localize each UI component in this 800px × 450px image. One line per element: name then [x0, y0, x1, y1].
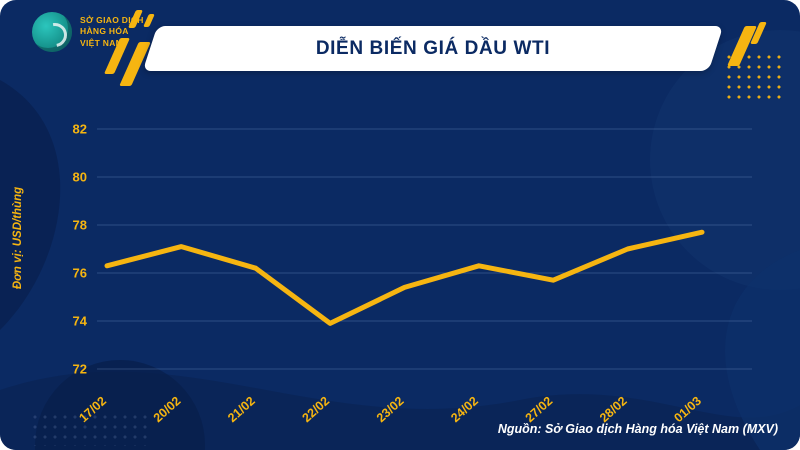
- y-tick-label: 74: [73, 314, 88, 329]
- x-tick-label: 27/02: [523, 394, 556, 425]
- mxv-logo: SỞ GIAO DỊCH HÀNG HÓA VIỆT NAM: [32, 12, 144, 52]
- wti-line-chart: 82 80 78 76 74 72 17/02 20/02 21/02 22/02 23/02 24/…: [73, 122, 752, 425]
- y-tick-label: 80: [73, 170, 87, 185]
- x-tick-label: 01/03: [671, 394, 704, 425]
- mxv-logo-swirl-icon: [32, 12, 72, 52]
- y-tick-label: 72: [73, 362, 87, 377]
- x-tick-label: 22/02: [300, 394, 333, 425]
- title-banner: DIỄN BIẾN GIÁ DẦU WTI: [142, 26, 724, 71]
- x-tick-label: 24/02: [448, 394, 481, 425]
- x-tick-label: 23/02: [374, 394, 407, 425]
- y-axis-title: Đơn vị: USD/thùng: [12, 186, 24, 290]
- y-tick-label: 76: [73, 266, 87, 281]
- y-tick-label: 78: [73, 218, 87, 233]
- price-line: [104, 229, 705, 326]
- mxv-logo-text: SỞ GIAO DỊCH HÀNG HÓA VIỆT NAM: [80, 15, 144, 48]
- x-tick-label: 28/02: [597, 394, 630, 425]
- logo-line-3: VIỆT NAM: [80, 37, 124, 48]
- page-title: DIỄN BIẾN GIÁ DẦU WTI: [315, 37, 551, 59]
- y-tick-label: 82: [73, 122, 87, 137]
- slash-decoration: [727, 26, 757, 66]
- x-tick-label: 17/02: [76, 394, 109, 425]
- logo-line-1: SỞ GIAO DỊCH: [80, 15, 144, 26]
- logo-line-2: HÀNG HÓA: [80, 26, 129, 37]
- x-tick-label: 21/02: [225, 394, 258, 425]
- x-tick-label: 20/02: [151, 394, 184, 425]
- source-note: Nguồn: Sở Giao dịch Hàng hóa Việt Nam (M…: [497, 422, 778, 436]
